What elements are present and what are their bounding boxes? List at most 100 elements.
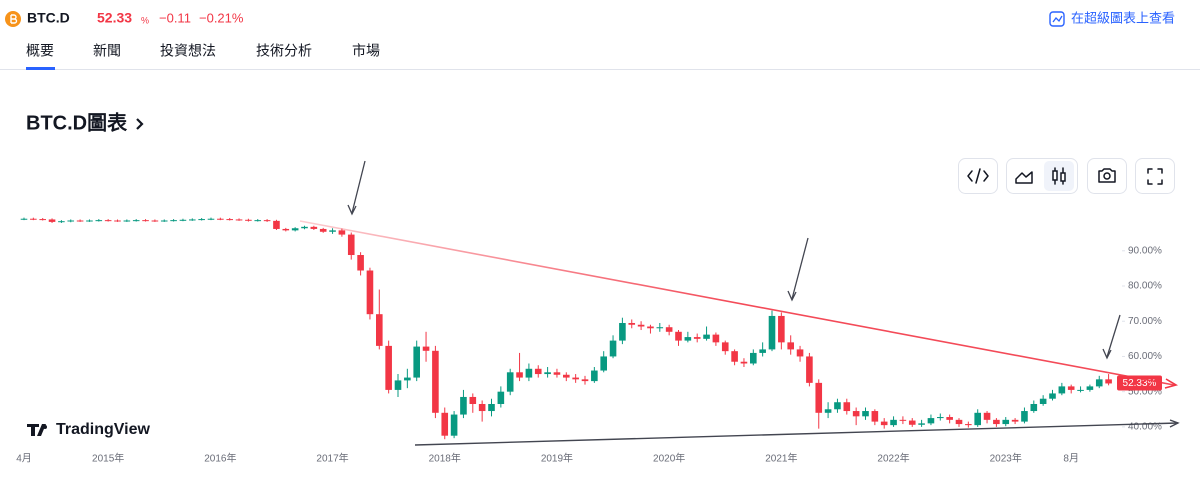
candle-body	[525, 368, 533, 378]
candle-body	[880, 421, 888, 426]
candle-body	[422, 346, 430, 351]
candle-body	[151, 220, 159, 222]
trendline-arrow	[1164, 378, 1179, 389]
candle-body	[48, 219, 56, 222]
x-tick-label: 2019年	[541, 452, 573, 465]
candle-body	[1105, 379, 1112, 384]
price-unit: %	[141, 15, 149, 25]
annotation-arrow	[1102, 314, 1121, 360]
candle-body	[310, 226, 318, 229]
camera-lens	[1103, 172, 1111, 180]
candle-body	[319, 228, 327, 232]
candle-body	[460, 396, 467, 415]
candle-body	[478, 403, 486, 412]
candle-body	[282, 228, 290, 231]
candle-body	[918, 423, 925, 425]
candle-body	[983, 412, 991, 420]
candle-body	[394, 380, 402, 390]
candle-body	[226, 219, 233, 221]
candle-body	[1058, 386, 1066, 394]
candle-body	[198, 219, 205, 221]
candle-body	[937, 417, 944, 419]
supercharts-link[interactable]: 在超級圖表上查看	[1071, 10, 1175, 25]
candle-body	[404, 377, 411, 381]
candle-body	[357, 255, 364, 271]
candle-body	[927, 418, 935, 424]
tab[interactable]: 技術分析	[256, 43, 312, 59]
candle-body	[946, 417, 953, 420]
candle-body	[189, 219, 196, 221]
snapshot-button[interactable]	[1087, 158, 1127, 194]
candle-body	[778, 315, 785, 343]
candle-body	[656, 327, 664, 329]
price: 52.33	[97, 10, 132, 26]
candle-body	[1077, 389, 1084, 391]
y-tick-label: 60.00%	[1128, 351, 1162, 362]
candle-body	[834, 402, 841, 410]
tab[interactable]: 市場	[352, 43, 380, 59]
candle-body	[329, 230, 336, 232]
candle-body	[750, 352, 757, 364]
candle-body	[703, 334, 710, 339]
link-icon[interactable]	[1049, 11, 1065, 27]
section-chevron[interactable]	[136, 118, 144, 130]
plot: 40.00% 50.00% 60.00% 70.00% 80.00% 90.00% 4月 20…	[16, 217, 1162, 465]
candle-body	[20, 218, 28, 220]
embed-icon	[967, 168, 989, 184]
candle-body	[815, 382, 823, 413]
candle-body	[787, 342, 794, 350]
candle-body	[824, 409, 832, 413]
x-tick-label: 2017年	[316, 452, 348, 465]
area-icon[interactable]	[1015, 171, 1033, 184]
candle-body	[1039, 398, 1047, 404]
candle-body	[30, 218, 37, 220]
candle-body	[497, 391, 505, 404]
candle-body	[843, 402, 851, 412]
candle-icon	[1052, 170, 1058, 181]
candle-body	[974, 412, 981, 426]
candle-body	[179, 219, 187, 221]
tab[interactable]: 新聞	[93, 43, 121, 59]
candle-toggle[interactable]	[1044, 161, 1074, 191]
candle-body	[104, 220, 112, 222]
candle-body	[862, 411, 869, 417]
candle-body	[693, 337, 701, 339]
candle-body	[1002, 419, 1010, 425]
fullscreen-icon	[1147, 168, 1163, 185]
candle-body	[553, 372, 561, 375]
candle-body	[908, 420, 916, 425]
tab[interactable]: 投資想法	[160, 43, 216, 59]
candle-body	[235, 219, 243, 221]
candle-body	[890, 419, 897, 426]
candle-body	[488, 403, 495, 412]
candle-body	[731, 351, 738, 362]
candle-body	[58, 221, 65, 223]
candle-body	[366, 270, 374, 315]
link-icon-line	[1052, 15, 1063, 23]
candle-body	[581, 379, 589, 382]
x-tick-label: 2021年	[765, 452, 797, 465]
candle-body	[1021, 411, 1028, 422]
candle-body	[721, 342, 729, 352]
candle-body	[619, 322, 626, 341]
y-tick-label: 80.00%	[1128, 281, 1162, 292]
candle-body	[796, 349, 804, 357]
candle-body	[1049, 393, 1056, 399]
candle-body	[712, 334, 720, 343]
candle-body	[1086, 386, 1094, 390]
candle-body	[684, 337, 692, 341]
candle-body	[132, 220, 140, 222]
candle-body	[347, 234, 355, 256]
candle-body	[647, 326, 654, 329]
y-tick-label: 40.00%	[1128, 422, 1162, 433]
candle-body	[142, 220, 149, 222]
support-trendline	[414, 422, 1179, 446]
section-title[interactable]: BTC.D圖表	[26, 110, 128, 134]
tab[interactable]: 概要	[26, 43, 54, 59]
x-tick-label: 2018年	[429, 452, 461, 465]
candle-body	[338, 230, 346, 235]
candle-body	[123, 220, 131, 222]
annotation-arrow	[347, 160, 366, 216]
fullscreen-button[interactable]	[1135, 158, 1175, 194]
candle-body	[1067, 386, 1075, 390]
